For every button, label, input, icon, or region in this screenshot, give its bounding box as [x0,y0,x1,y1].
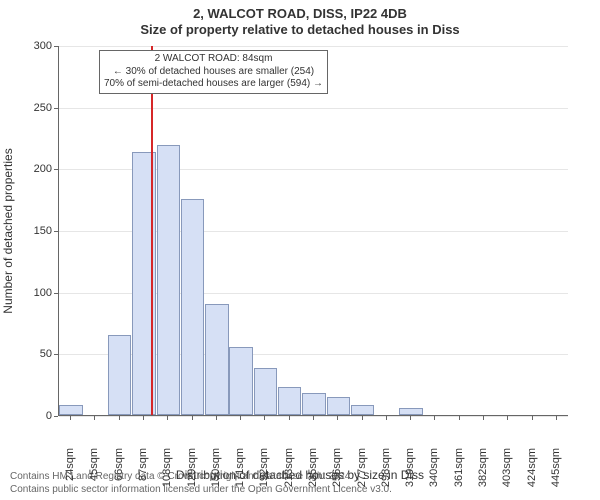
x-tick-label: 277sqm [356,448,368,487]
reference-line [151,46,153,415]
histogram-bar [157,145,180,415]
x-tick-label: 403sqm [501,448,513,487]
x-tick-label: 87sqm [137,448,149,481]
x-tick-label: 171sqm [234,448,246,487]
x-tick-label: 213sqm [283,448,295,487]
x-tick-label: 45sqm [88,448,100,481]
y-tick-label: 0 [0,410,52,422]
x-tick-mark [507,416,508,420]
x-tick-mark [362,416,363,420]
x-tick-mark [556,416,557,420]
x-tick-label: 129sqm [186,448,198,487]
x-tick-label: 108sqm [161,448,173,487]
histogram-bar [181,199,204,415]
x-tick-label: 319sqm [404,448,416,487]
histogram-bar [254,368,277,415]
y-tick-mark [54,416,58,417]
histogram-bar [205,304,228,415]
x-tick-label: 235sqm [307,448,319,487]
x-tick-mark [313,416,314,420]
x-tick-mark [143,416,144,420]
y-tick-label: 50 [0,348,52,360]
x-tick-mark [483,416,484,420]
x-tick-label: 256sqm [331,448,343,487]
annotation-line-2: ← 30% of detached houses are smaller (25… [104,66,323,79]
histogram-bar [351,405,374,415]
x-tick-label: 424sqm [526,448,538,487]
x-tick-mark [216,416,217,420]
x-tick-label: 361sqm [453,448,465,487]
x-tick-mark [410,416,411,420]
x-tick-mark [459,416,460,420]
x-tick-mark [337,416,338,420]
y-tick-mark [54,354,58,355]
y-tick-mark [54,46,58,47]
x-tick-mark [240,416,241,420]
histogram-bar [399,408,422,415]
chart-title-main: 2, WALCOT ROAD, DISS, IP22 4DB [0,0,600,21]
annotation-line-1: 2 WALCOT ROAD: 84sqm [104,53,323,66]
annotation-box: 2 WALCOT ROAD: 84sqm ← 30% of detached h… [99,50,328,94]
gridline [59,108,568,109]
x-tick-label: 382sqm [477,448,489,487]
histogram-bar [327,397,350,416]
plot-area: 2 WALCOT ROAD: 84sqm ← 30% of detached h… [58,46,568,416]
histogram-bar [59,405,82,415]
x-tick-label: 192sqm [258,448,270,487]
histogram-bar [278,387,301,415]
y-tick-mark [54,293,58,294]
annotation-line-3: 70% of semi-detached houses are larger (… [104,78,323,91]
y-tick-label: 100 [0,287,52,299]
x-tick-label: 340sqm [428,448,440,487]
x-tick-mark [94,416,95,420]
histogram-bar [229,347,252,415]
x-tick-mark [70,416,71,420]
y-tick-label: 150 [0,225,52,237]
x-tick-mark [289,416,290,420]
y-tick-mark [54,169,58,170]
histogram-bar [108,335,131,415]
x-tick-label: 445sqm [550,448,562,487]
chart-title-sub: Size of property relative to detached ho… [0,21,600,37]
x-tick-mark [119,416,120,420]
y-tick-label: 300 [0,40,52,52]
x-tick-label: 24sqm [64,448,76,481]
y-tick-mark [54,231,58,232]
y-tick-label: 250 [0,102,52,114]
x-tick-mark [264,416,265,420]
histogram-bar [302,393,325,415]
x-tick-mark [386,416,387,420]
y-tick-label: 200 [0,163,52,175]
x-tick-label: 150sqm [210,448,222,487]
x-tick-mark [192,416,193,420]
x-tick-mark [434,416,435,420]
y-tick-mark [54,108,58,109]
x-tick-label: 298sqm [380,448,392,487]
x-tick-label: 66sqm [113,448,125,481]
gridline [59,46,568,47]
x-tick-mark [532,416,533,420]
x-tick-mark [167,416,168,420]
